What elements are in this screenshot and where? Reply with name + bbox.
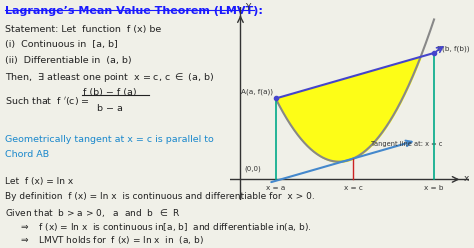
Text: $\Rightarrow$   f (x) = ln x  is continuous in[a, b]  and differentiable in(a, b: $\Rightarrow$ f (x) = ln x is continuous…: [19, 221, 312, 233]
Text: Then,  $\exists$ atleast one point  x = c, c $\in$ (a, b): Then, $\exists$ atleast one point x = c,…: [5, 71, 214, 84]
Text: Tangent line at: x = c: Tangent line at: x = c: [371, 141, 442, 147]
Text: (ii)  Differentiable in  (a, b): (ii) Differentiable in (a, b): [5, 56, 131, 65]
Text: Given that  b > a > 0,   a  and  b  $\in$ R: Given that b > a > 0, a and b $\in$ R: [5, 207, 180, 219]
Text: (i)  Continuous in  [a, b]: (i) Continuous in [a, b]: [5, 40, 118, 49]
Text: f (b) − f (a): f (b) − f (a): [83, 88, 137, 97]
Text: Statement: Let  function  f (x) be: Statement: Let function f (x) be: [5, 25, 161, 34]
Text: A(a, f(a)): A(a, f(a)): [241, 89, 273, 95]
Text: Chord AB: Chord AB: [5, 150, 49, 159]
Text: $\Rightarrow$   LMVT holds for  f (x) = ln x  in  (a, b): $\Rightarrow$ LMVT holds for f (x) = ln …: [19, 234, 204, 246]
Text: Such that  f $'$(c) =: Such that f $'$(c) =: [5, 95, 90, 107]
Text: Let  f (x) = ln x: Let f (x) = ln x: [5, 177, 73, 186]
Text: Y: Y: [245, 3, 250, 12]
Text: x = a: x = a: [266, 185, 285, 190]
Text: b − a: b − a: [97, 104, 123, 113]
Text: By definition  f (x) = ln x  is continuous and differentiable for  x > 0.: By definition f (x) = ln x is continuous…: [5, 192, 314, 201]
Text: Lagrange’s Mean Value Theorem (LMVT):: Lagrange’s Mean Value Theorem (LMVT):: [5, 6, 263, 16]
Text: x: x: [464, 174, 469, 183]
Text: Geometrically tangent at x = c is parallel to: Geometrically tangent at x = c is parall…: [5, 135, 213, 144]
Text: x = b: x = b: [424, 185, 444, 190]
Text: B(b, f(b)): B(b, f(b)): [437, 45, 469, 52]
Text: (0,0): (0,0): [244, 166, 261, 172]
Text: x = c: x = c: [344, 185, 363, 190]
